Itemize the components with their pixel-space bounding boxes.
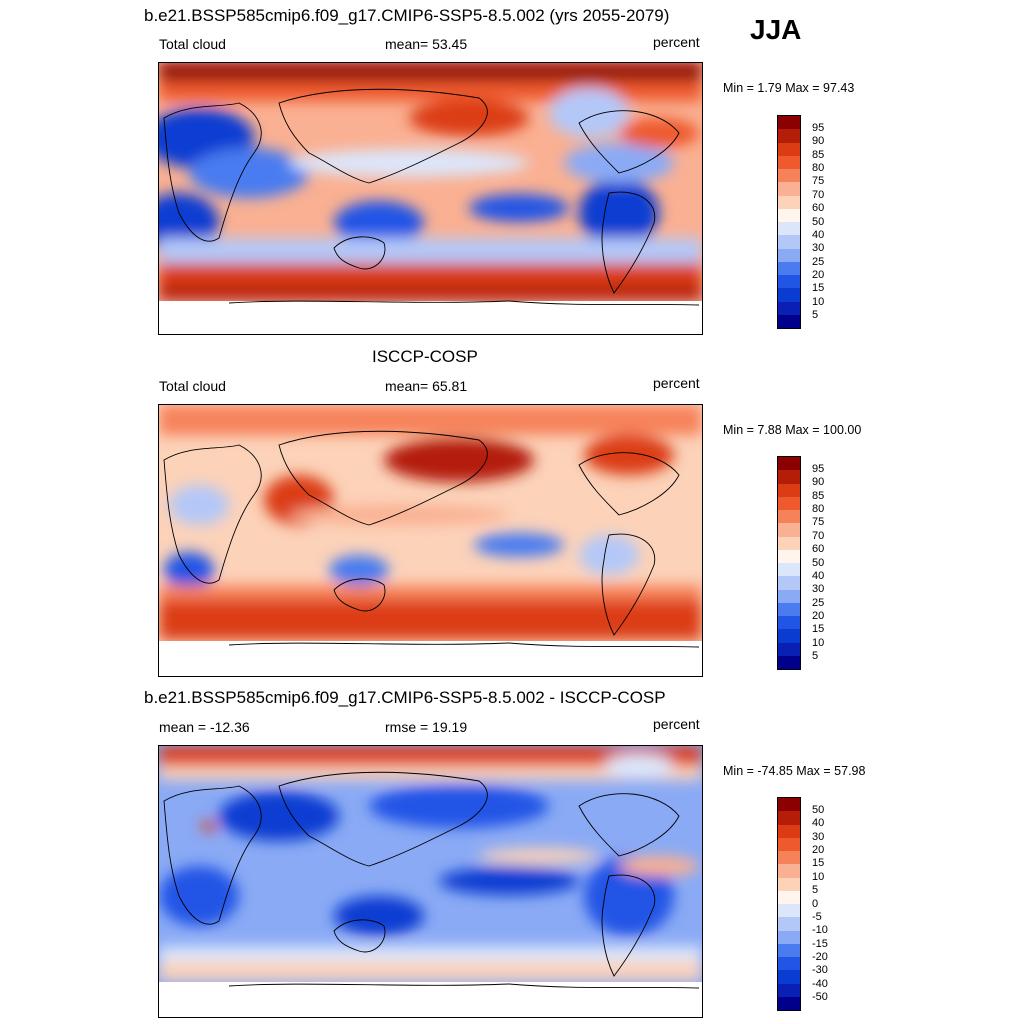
panel-3-colorbar-tick-label: 30 (812, 830, 825, 843)
panel-1-colorbar-tick-label: 70 (812, 188, 825, 201)
panel-1-map-svg (159, 63, 702, 334)
panel-3-mean-label: mean = -12.36 (159, 719, 250, 735)
panel-1-units-label: percent (653, 34, 700, 50)
panel-3-colorbar-tick-label: -40 (812, 977, 828, 990)
panel-2-colorbar-tick-label: 95 (812, 462, 825, 475)
panel-1-variable-label: Total cloud (159, 36, 226, 52)
panel-2-colorbar-tick-label: 90 (812, 476, 825, 489)
panel-3-colorbar-tick-label: -30 (812, 964, 828, 977)
panel-1-colorbar-tick-label: 5 (812, 309, 819, 322)
panel-3-colorbar-tick-label: -10 (812, 924, 828, 937)
panel-1-colorbar-tick-label: 20 (812, 269, 825, 281)
panel-1-coastlines (163, 88, 700, 306)
season-label: JJA (750, 14, 802, 45)
panel-1-map (158, 62, 703, 335)
panel-2-colorbar-tick-label: 75 (812, 516, 825, 529)
panel-1-colorbar-tick-label: 30 (812, 242, 825, 255)
panel-1-cloud-field (159, 63, 702, 300)
panel-2-colorbar-tick-label: 30 (812, 583, 825, 596)
panel-3-coastlines (163, 771, 700, 989)
panel-1-colorbar (777, 115, 801, 329)
panel-1-minmax: Min = 1.79 Max = 97.43 (723, 81, 855, 95)
panel-3-map (158, 745, 703, 1018)
panel-2-mean-label: mean= 65.81 (385, 378, 468, 394)
panel-1-title: b.e21.BSSP585cmip6.f09_g17.CMIP6-SSP5-8.… (144, 6, 670, 25)
panel-3-minmax: Min = -74.85 Max = 57.98 (723, 764, 866, 778)
panel-2-colorbar-tick-label: 20 (812, 610, 825, 622)
panel-3-colorbar-tick-label: 20 (812, 844, 825, 856)
panel-3-colorbar-tick-label: 5 (812, 884, 819, 897)
panel-2-colorbar-tick-label: 60 (812, 543, 825, 556)
panel-3-title: b.e21.BSSP585cmip6.f09_g17.CMIP6-SSP5-8.… (144, 688, 666, 707)
panel-3-colorbar-tick-label: -50 (812, 991, 828, 1004)
panel-1-colorbar-tick-label: 25 (812, 255, 825, 268)
panel-2-colorbar-tick-label: 70 (812, 529, 825, 542)
panel-2-colorbar (777, 456, 801, 670)
panel-3-colorbar-tick-label: 0 (812, 897, 819, 910)
panel-1-colorbar-tick-label: 85 (812, 148, 825, 161)
panel-3-colorbar-tick-label: 15 (812, 857, 825, 870)
panel-1-colorbar-tick-label: 10 (812, 295, 825, 308)
panel-2-units-label: percent (653, 375, 700, 391)
panel-3-difference-field (159, 746, 702, 981)
panel-2-colorbar-tick-label: 40 (812, 569, 825, 582)
panel-3-colorbar-tick-label: -5 (812, 910, 822, 923)
panel-1-colorbar-tick-label: 15 (812, 282, 825, 295)
panel-1-missing-data (159, 301, 702, 334)
panel-1-colorbar-tick-label: 60 (812, 202, 825, 215)
panel-1-colorbar-tick-label: 75 (812, 175, 825, 188)
panel-1-colorbar-tick-label: 80 (812, 162, 825, 174)
panel-1-colorbar-tick-label: 40 (812, 228, 825, 241)
panel-1-colorbar-tick-label: 90 (812, 135, 825, 148)
panel-2-title: ISCCP-COSP (372, 347, 478, 366)
panel-2-colorbar-tick-label: 15 (812, 623, 825, 636)
panel-2-map-svg (159, 405, 702, 676)
panel-3-colorbar-tick-label: -20 (812, 951, 828, 963)
panel-2-variable-label: Total cloud (159, 378, 226, 394)
panel-2-cloud-field (159, 405, 702, 640)
panel-2-colorbar-tick-label: 25 (812, 596, 825, 609)
panel-3-colorbar-tick-label: -15 (812, 937, 828, 950)
panel-3-rmse-label: rmse = 19.19 (385, 719, 468, 735)
panel-2-colorbar-tick-label: 10 (812, 636, 825, 649)
panel-3-colorbar (777, 797, 801, 1011)
panel-2-map (158, 404, 703, 677)
panel-2-minmax: Min = 7.88 Max = 100.00 (723, 423, 862, 437)
panel-3-colorbar-tick-label: 50 (812, 803, 825, 816)
panel-3-map-svg (159, 746, 702, 1017)
panel-2-colorbar-tick-label: 5 (812, 650, 819, 663)
panel-1-mean-label: mean= 53.45 (385, 36, 468, 52)
panel-3-colorbar-tick-label: 40 (812, 817, 825, 830)
panel-1-colorbar-tick-label: 50 (812, 215, 825, 228)
panel-3-units-label: percent (653, 716, 700, 732)
panel-1-colorbar-tick-label: 95 (812, 121, 825, 134)
panel-2-colorbar-tick-label: 50 (812, 556, 825, 569)
panel-3-colorbar-tick-label: 10 (812, 870, 825, 883)
panel-2-colorbar-tick-label: 80 (812, 503, 825, 515)
panel-2-coastlines (163, 430, 700, 648)
panel-2-colorbar-tick-label: 85 (812, 489, 825, 502)
